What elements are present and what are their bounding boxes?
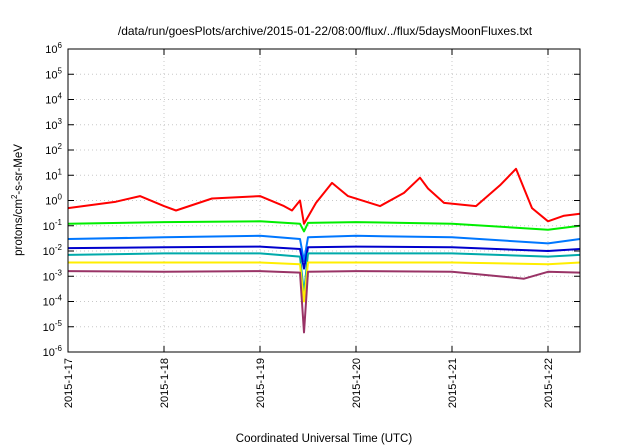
series-line-3 [67,234,581,262]
chart-title: /data/run/goesPlots/archive/2015-01-22/0… [118,24,533,38]
y-tick-label: 10-2 [43,243,63,258]
y-tick-label: 10-5 [43,319,63,334]
y-tick-label: 101 [45,167,62,182]
y-tick-label: 105 [45,66,62,81]
y-tick-label: 10-4 [43,294,63,309]
y-tick-base: 10 [43,246,55,258]
y-axis-label-sup: 2 [10,194,19,199]
y-tick-exponent: 6 [58,41,63,50]
x-tick-label: 2015-1-20 [351,358,363,408]
y-tick-exponent: 2 [58,142,63,151]
grid-lines [68,49,580,352]
y-axis-label-rest: -s-sr-MeV [13,144,25,195]
y-tick-exponent: -3 [55,268,63,277]
y-axis-label: protons/cm2-s-sr-MeV [10,144,25,256]
y-tick-base: 10 [45,44,57,56]
y-tick-exponent: -1 [55,218,63,227]
x-axis-ticks: 2015-1-17 2015-1-18 2015-1-19 2015-1-20 2015… [63,49,555,408]
y-tick-label: 106 [45,41,62,56]
y-tick-label: 103 [45,117,62,132]
series-line-2 [67,220,581,233]
series-line-7 [67,270,581,334]
y-tick-exponent: -6 [55,344,63,353]
y-tick-exponent: 1 [58,167,63,176]
y-tick-base: 10 [43,347,55,359]
y-tick-label: 102 [45,142,62,157]
x-tick-label: 2015-1-18 [159,358,171,408]
y-tick-base: 10 [43,221,55,233]
x-axis-label: Coordinated Universal Time (UTC) [236,433,413,445]
y-tick-base: 10 [45,196,57,208]
y-tick-label: 10-6 [43,344,63,359]
series-line-5 [67,252,581,295]
x-tick-label: 2015-1-17 [63,358,75,408]
y-tick-label: 10-1 [43,218,63,233]
y-tick-base: 10 [45,120,57,132]
series-line-6 [68,261,581,303]
y-tick-exponent: 0 [58,193,63,202]
series-line-4 [67,245,581,270]
x-tick-label: 2015-1-21 [447,358,459,408]
y-axis-label-base: protons/cm [13,199,25,256]
y-tick-exponent: 5 [58,66,63,75]
x-tick-label: 2015-1-19 [255,358,267,408]
y-tick-label: 104 [45,92,62,107]
y-tick-base: 10 [45,69,57,81]
y-axis-ticks: 10-610-510-410-310-210-11001011021031041… [43,41,580,359]
y-tick-label: 10-3 [43,268,63,283]
y-tick-label: 100 [45,193,62,208]
y-tick-exponent: -2 [55,243,63,252]
y-tick-base: 10 [43,271,55,283]
y-tick-base: 10 [45,145,57,157]
y-tick-base: 10 [43,322,55,334]
series-line-1 [67,167,581,225]
y-tick-base: 10 [45,170,57,182]
y-tick-exponent: 3 [58,117,63,126]
y-tick-exponent: -4 [55,294,63,303]
x-tick-label: 2015-1-22 [543,358,555,408]
y-tick-base: 10 [45,95,57,107]
y-tick-base: 10 [43,297,55,309]
y-tick-exponent: -5 [55,319,63,328]
data-series [67,167,581,334]
y-tick-exponent: 4 [58,92,63,101]
